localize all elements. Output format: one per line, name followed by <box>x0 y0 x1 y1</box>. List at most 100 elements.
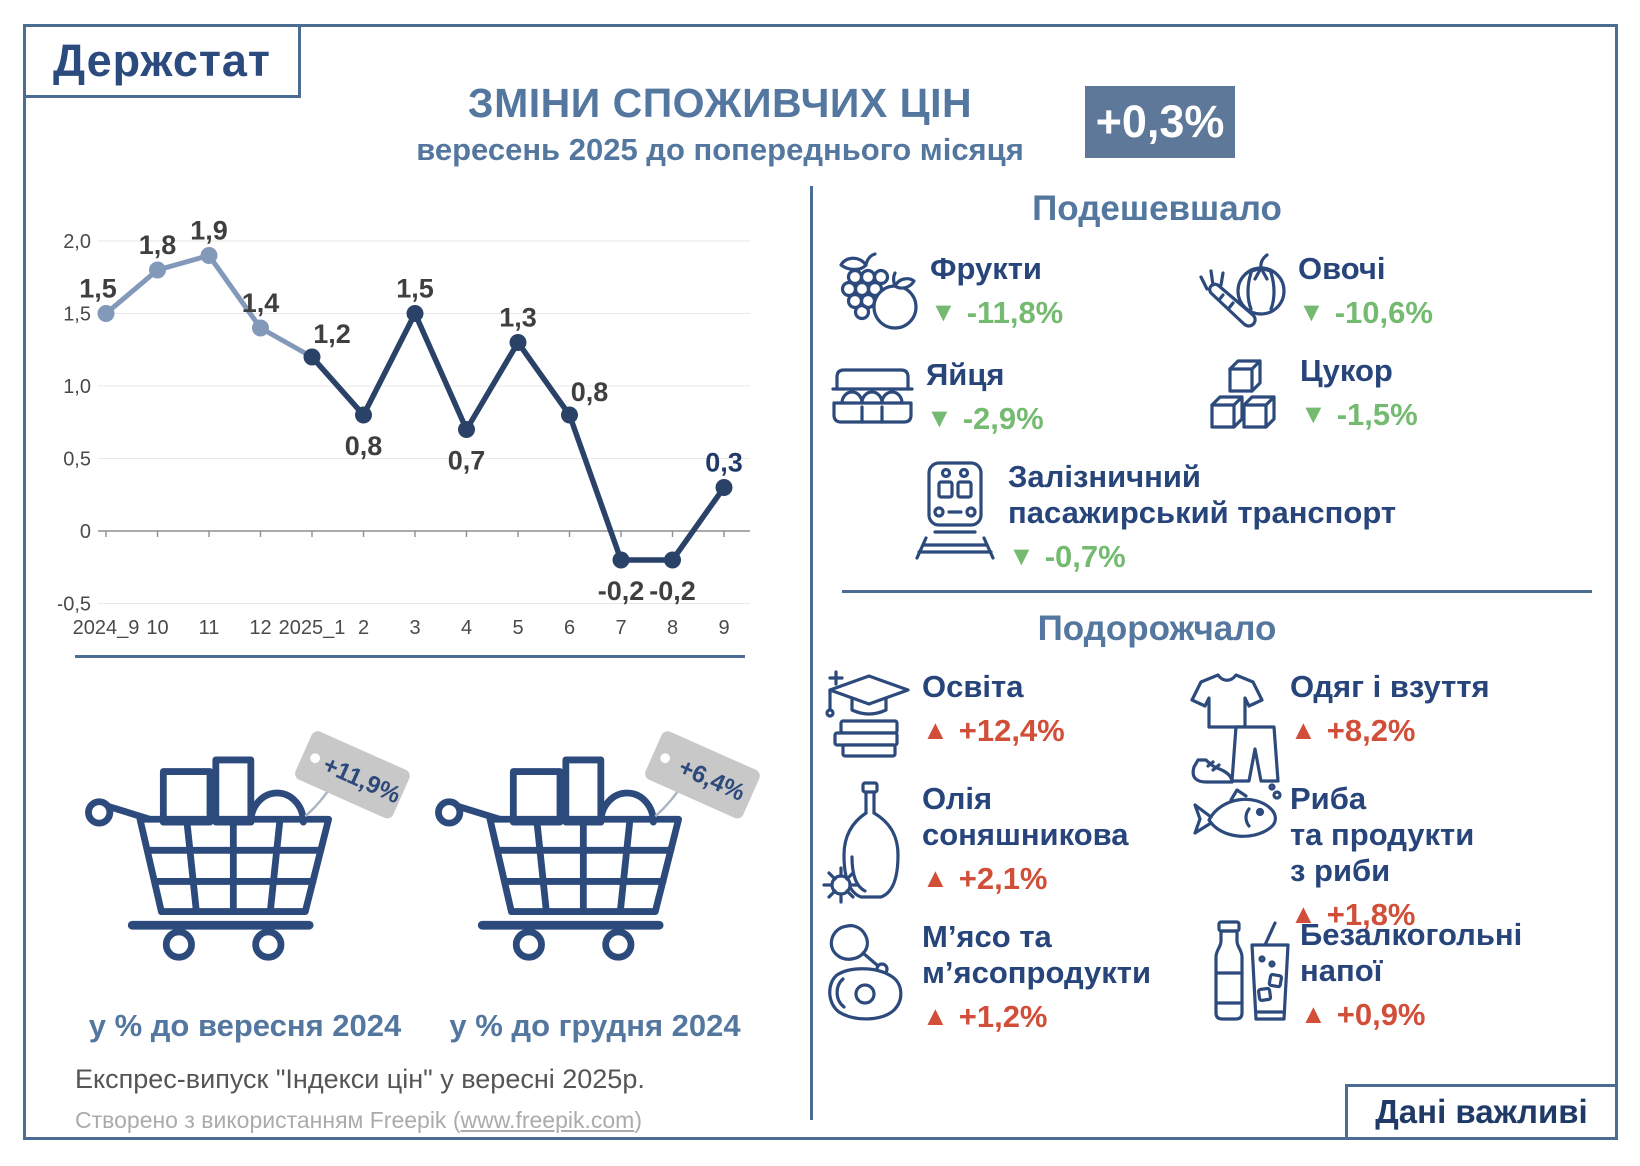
cart-vs-december: +6,4% у % до грудня 2024 <box>420 722 770 1044</box>
item-label: Овочі <box>1298 251 1386 286</box>
shopping-cart-icon: +6,4% <box>435 731 760 961</box>
svg-text:12: 12 <box>249 617 271 639</box>
svg-text:6: 6 <box>564 617 575 639</box>
svg-text:-0,2: -0,2 <box>649 576 696 606</box>
item-value: +12,4% <box>958 712 1065 748</box>
item-value: +1,2% <box>958 998 1048 1034</box>
page-subtitle: вересень 2025 до попереднього місяця <box>416 132 1024 167</box>
item-rail-transport: Залізничний пасажирський транспорт ▼ -0,7… <box>900 459 1396 575</box>
down-arrow-icon: ▼ <box>1008 541 1035 572</box>
freepik-credit: Створено з використанням Freepik (www.fr… <box>75 1107 642 1134</box>
item-value: +8,2% <box>1326 712 1416 748</box>
shopping-cart-icon: +11,9% <box>85 731 410 961</box>
item-eggs: Яйця ▼ -2,9% <box>818 357 1044 442</box>
svg-text:3: 3 <box>409 617 420 639</box>
svg-text:1,8: 1,8 <box>139 230 177 260</box>
down-arrow-icon: ▼ <box>1300 399 1327 430</box>
cheaper-heading: Подешевшало <box>1032 189 1282 228</box>
svg-text:1,5: 1,5 <box>396 274 434 304</box>
svg-text:0: 0 <box>80 521 91 543</box>
item-value: -2,9% <box>962 400 1044 436</box>
svg-text:9: 9 <box>718 617 729 639</box>
item-soft-drinks: Безалкогольні напої ▲ +0,9% <box>1192 917 1522 1033</box>
cart-caption-september: у % до вересня 2024 <box>88 1008 402 1043</box>
page-border-frame <box>23 24 1618 1140</box>
education-icon <box>814 669 922 761</box>
sugar-icon <box>1192 353 1300 443</box>
svg-text:1,5: 1,5 <box>63 304 91 326</box>
vegetables-icon <box>1190 251 1298 341</box>
svg-text:0,7: 0,7 <box>448 446 486 476</box>
svg-text:1,4: 1,4 <box>242 288 280 318</box>
item-clothes-shoes: Одяг і взуття ▲ +8,2% <box>1182 669 1490 787</box>
headline-value-badge: +0,3% <box>1085 86 1235 158</box>
left-section-divider <box>75 655 745 658</box>
drinks-icon <box>1192 917 1300 1032</box>
up-arrow-icon: ▲ <box>1290 899 1317 930</box>
item-label: Риба та продукти з риби <box>1290 781 1475 888</box>
fish-icon <box>1182 781 1290 856</box>
item-value: +0,9% <box>1336 996 1426 1032</box>
item-sunflower-oil: Олія соняшникова ▲ +2,1% <box>814 781 1129 913</box>
derzhstat-logo: Держстат <box>23 24 301 98</box>
item-vegetables: Овочі ▼ -10,6% <box>1190 251 1433 341</box>
sections-divider <box>842 590 1592 593</box>
svg-text:1,5: 1,5 <box>79 274 117 304</box>
logo-text: Держстат <box>53 35 271 86</box>
down-arrow-icon: ▼ <box>930 297 957 328</box>
item-education: Освіта ▲ +12,4% <box>814 669 1065 761</box>
price-tag-icon: +11,9% <box>295 731 410 819</box>
meat-icon <box>814 919 922 1021</box>
credit-text: ) <box>634 1107 642 1133</box>
down-arrow-icon: ▼ <box>926 403 953 434</box>
item-label: Фрукти <box>930 251 1042 286</box>
right-panel: Подешевшало Фрукти ▼ -11,8% <box>812 185 1618 1135</box>
item-value: +2,1% <box>958 860 1048 896</box>
svg-text:1,9: 1,9 <box>190 216 228 246</box>
item-label: Освіта <box>922 669 1024 704</box>
credit-text: Створено з використанням Freepik ( <box>75 1107 461 1133</box>
up-arrow-icon: ▲ <box>1290 715 1317 746</box>
item-value: -0,7% <box>1044 538 1126 574</box>
svg-text:2: 2 <box>358 617 369 639</box>
item-sugar: Цукор ▼ -1,5% <box>1192 353 1418 443</box>
svg-text:8: 8 <box>667 617 678 639</box>
up-arrow-icon: ▲ <box>922 715 949 746</box>
item-fruits: Фрукти ▼ -11,8% <box>822 251 1063 336</box>
cart-vs-september: +11,9% у % до вересня 2024 <box>70 722 420 1044</box>
item-value: -11,8% <box>966 294 1064 330</box>
svg-text:2025_1: 2025_1 <box>279 617 346 639</box>
svg-text:-0,2: -0,2 <box>598 576 645 606</box>
svg-text:-0,5: -0,5 <box>58 594 91 616</box>
item-label: Залізничний пасажирський транспорт <box>1008 459 1397 530</box>
item-meat: М’ясо та м’ясопродукти ▲ +1,2% <box>814 919 1151 1035</box>
eggs-icon <box>818 357 926 442</box>
header: ЗМІНИ СПОЖИВЧИХ ЦІН вересень 2025 до поп… <box>350 80 1090 168</box>
svg-text:10: 10 <box>146 617 168 639</box>
svg-text:2,0: 2,0 <box>63 231 91 253</box>
fruits-icon <box>822 251 930 336</box>
express-release-note: Експрес-випуск "Індекси цін" у вересні 2… <box>75 1064 645 1094</box>
svg-text:7: 7 <box>615 617 626 639</box>
svg-text:0,8: 0,8 <box>571 377 609 407</box>
up-arrow-icon: ▲ <box>922 1001 949 1032</box>
svg-text:0,3: 0,3 <box>705 448 743 478</box>
vertical-divider <box>810 186 813 1120</box>
item-label: Одяг і взуття <box>1290 669 1490 704</box>
svg-text:4: 4 <box>461 617 472 639</box>
up-arrow-icon: ▲ <box>922 863 949 894</box>
item-label: Безалкогольні напої <box>1300 917 1523 988</box>
item-value: +1,8% <box>1326 896 1416 932</box>
data-important-box: Дані важливі <box>1345 1084 1618 1140</box>
svg-text:5: 5 <box>512 617 523 639</box>
data-important-label: Дані важливі <box>1375 1093 1588 1130</box>
svg-text:1,3: 1,3 <box>499 303 537 333</box>
svg-text:1,0: 1,0 <box>63 376 91 398</box>
freepik-link[interactable]: www.freepik.com <box>460 1107 635 1133</box>
item-label: Олія соняшникова <box>922 781 1129 852</box>
clothes-icon <box>1182 669 1290 787</box>
price-tag-icon: +6,4% <box>645 731 760 819</box>
svg-text:0,5: 0,5 <box>63 449 91 471</box>
up-arrow-icon: ▲ <box>1300 999 1327 1030</box>
